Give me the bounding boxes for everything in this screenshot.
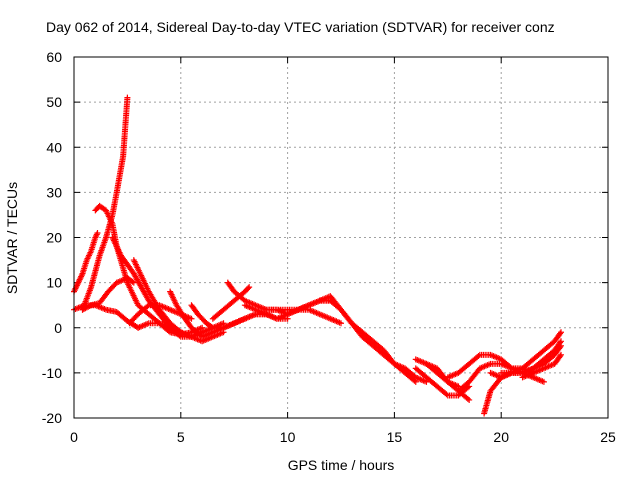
axis-ticks: 0 5 10 15 20 25 -20 -10 0 10 20 30 40 50 60 (42, 49, 616, 445)
x-axis-label: GPS time / hours (288, 457, 395, 473)
y-tick-label: 20 (46, 230, 62, 246)
data-point (557, 330, 564, 337)
y-tick-label: 0 (54, 320, 62, 336)
series-arc13 (209, 284, 253, 322)
chart-title: Day 062 of 2014, Sidereal Day-to-day VTE… (46, 19, 555, 35)
data-point (466, 396, 473, 403)
data-point (246, 284, 253, 291)
data-point (245, 285, 252, 292)
plot-frame (73, 56, 609, 419)
x-tick-label: 25 (600, 429, 616, 445)
x-tick-label: 20 (493, 429, 509, 445)
data-point (188, 315, 195, 322)
data-point (558, 351, 565, 358)
data-point (124, 94, 131, 101)
series-arc18 (295, 306, 344, 327)
series-arc9 (135, 320, 227, 345)
x-tick-label: 10 (280, 429, 296, 445)
data-point (558, 338, 565, 345)
data-point (558, 329, 565, 336)
x-tick-label: 5 (177, 429, 185, 445)
y-tick-label: 30 (46, 184, 62, 200)
data-point (464, 395, 471, 402)
data-point (144, 303, 151, 310)
data-point (557, 339, 564, 346)
x-tick-label: 0 (70, 429, 78, 445)
data-point (475, 352, 482, 359)
y-tick-label: 50 (46, 94, 62, 110)
y-tick-label: 60 (46, 49, 62, 65)
y-tick-label: 40 (46, 139, 62, 155)
y-tick-label: -10 (42, 365, 62, 381)
data-marks (71, 94, 565, 417)
y-tick-label: 10 (46, 275, 62, 291)
data-point (557, 353, 564, 360)
data-point (94, 229, 101, 236)
data-point (338, 320, 344, 327)
data-point (443, 391, 450, 398)
y-tick-label: -20 (42, 410, 62, 426)
data-point (208, 323, 215, 330)
data-point (129, 278, 136, 285)
series-arc27 (519, 351, 565, 381)
y-axis-label: SDTVAR / TECUs (4, 182, 20, 294)
x-tick-label: 15 (387, 429, 403, 445)
series-arc23 (455, 329, 565, 394)
series-arc17 (316, 297, 430, 385)
data-point (540, 378, 547, 385)
